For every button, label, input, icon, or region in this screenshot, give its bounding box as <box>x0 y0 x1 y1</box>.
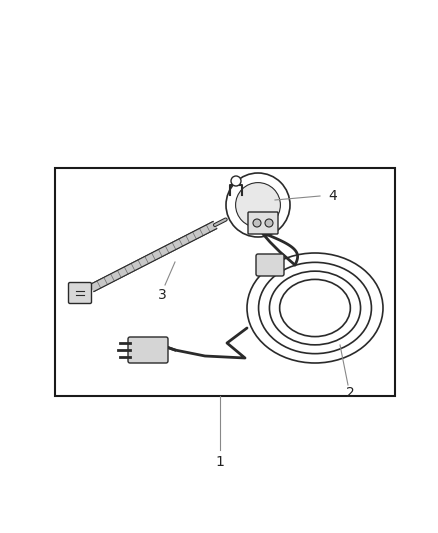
Circle shape <box>253 219 261 227</box>
Text: 3: 3 <box>158 288 166 302</box>
Bar <box>55 168 395 396</box>
Circle shape <box>226 173 290 237</box>
Circle shape <box>231 176 241 186</box>
Text: 4: 4 <box>328 189 337 203</box>
Circle shape <box>265 219 273 227</box>
Text: 1: 1 <box>215 455 224 469</box>
FancyBboxPatch shape <box>248 212 278 234</box>
Text: 2: 2 <box>346 386 354 400</box>
FancyBboxPatch shape <box>68 282 92 303</box>
FancyBboxPatch shape <box>128 337 168 363</box>
FancyBboxPatch shape <box>256 254 284 276</box>
Circle shape <box>236 183 280 228</box>
